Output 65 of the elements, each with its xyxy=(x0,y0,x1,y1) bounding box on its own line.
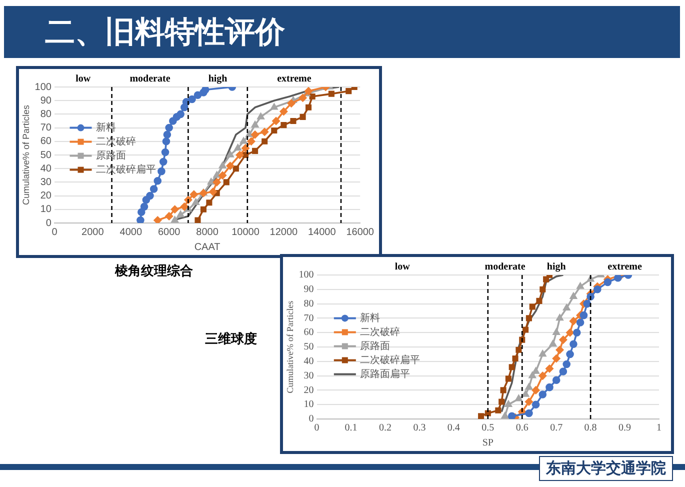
x-tick-label: 0.1 xyxy=(344,422,358,434)
y-tick-label: 30 xyxy=(40,176,52,188)
text: 二、旧料特性评价 xyxy=(45,14,285,52)
x-tick-label: 8000 xyxy=(196,226,219,238)
legend-label: 二次破碎扁平 xyxy=(360,354,420,366)
text: 东南大学交通学院 xyxy=(539,456,673,481)
text: high xyxy=(546,262,566,273)
legend-label: 原路面 xyxy=(360,340,390,352)
y-tick-label: 90 xyxy=(40,95,52,106)
y-tick-label: 90 xyxy=(304,284,314,296)
y-tick-label: 80 xyxy=(40,108,52,120)
x-tick-label: 0.7 xyxy=(550,422,563,434)
x-tick-label: 12000 xyxy=(270,226,298,238)
x-tick-label: 0.9 xyxy=(618,422,632,434)
text: high xyxy=(208,74,228,85)
y-tick-label: 20 xyxy=(40,190,52,202)
y-tick-label: 100 xyxy=(34,82,52,93)
text: low xyxy=(76,74,92,85)
x-tick-label: 1 xyxy=(656,422,662,434)
y-tick-label: 50 xyxy=(40,150,52,161)
y-tick-label: 0 xyxy=(308,414,314,425)
y-tick-label: 10 xyxy=(40,204,52,216)
y-tick-label: 40 xyxy=(40,163,52,174)
legend-label: 原路面 xyxy=(96,150,126,162)
x-tick-label: 0.6 xyxy=(516,422,528,434)
y-axis-title: Cumulative% of Particles xyxy=(284,300,295,394)
y-tick-label: 10 xyxy=(304,399,314,410)
legend-label: 二次破碎 xyxy=(360,326,400,338)
text: 三维球度 xyxy=(205,330,257,348)
text: moderate xyxy=(130,74,171,85)
text: extreme xyxy=(608,262,642,273)
legend-label: 新料 xyxy=(360,312,380,324)
y-tick-label: 60 xyxy=(304,327,314,338)
x-tick-label: 14000 xyxy=(308,226,336,238)
text: low xyxy=(394,262,411,273)
legend-label: 原路面扁平 xyxy=(360,368,410,380)
y-tick-label: 70 xyxy=(304,312,314,324)
y-tick-label: 20 xyxy=(304,384,314,396)
y-axis-title: Cumulative% of Particles xyxy=(20,104,31,206)
x-axis-title: SP xyxy=(482,438,494,449)
y-tick-label: 80 xyxy=(304,298,314,310)
y-tick-label: 50 xyxy=(304,342,314,353)
x-tick-label: 0.2 xyxy=(378,422,392,434)
y-tick-label: 100 xyxy=(298,270,314,281)
x-axis-title: CAAT xyxy=(194,242,220,253)
legend-label: 二次破碎 xyxy=(96,136,136,148)
x-tick-label: 10000 xyxy=(232,226,260,238)
x-tick-label: 0.8 xyxy=(584,422,597,434)
text: 棱角纹理综合 xyxy=(115,262,193,280)
y-tick-label: 40 xyxy=(304,356,314,368)
legend-label: 二次破碎扁平 xyxy=(96,164,156,176)
x-tick-label: 0.4 xyxy=(447,422,460,434)
x-tick-label: 6000 xyxy=(158,226,181,238)
y-tick-label: 30 xyxy=(304,370,314,382)
x-tick-label: 4000 xyxy=(120,226,142,238)
x-tick-label: 0.5 xyxy=(482,422,494,434)
text: extreme xyxy=(277,74,312,85)
x-tick-label: 2000 xyxy=(82,226,104,238)
y-tick-label: 60 xyxy=(40,136,52,148)
x-tick-label: 0.3 xyxy=(413,422,426,434)
legend-label: 新料 xyxy=(96,122,116,134)
y-tick-label: 70 xyxy=(40,122,52,134)
x-tick-label: 16000 xyxy=(346,226,374,238)
text: moderate xyxy=(484,262,526,273)
y-tick-label: 0 xyxy=(46,218,52,229)
